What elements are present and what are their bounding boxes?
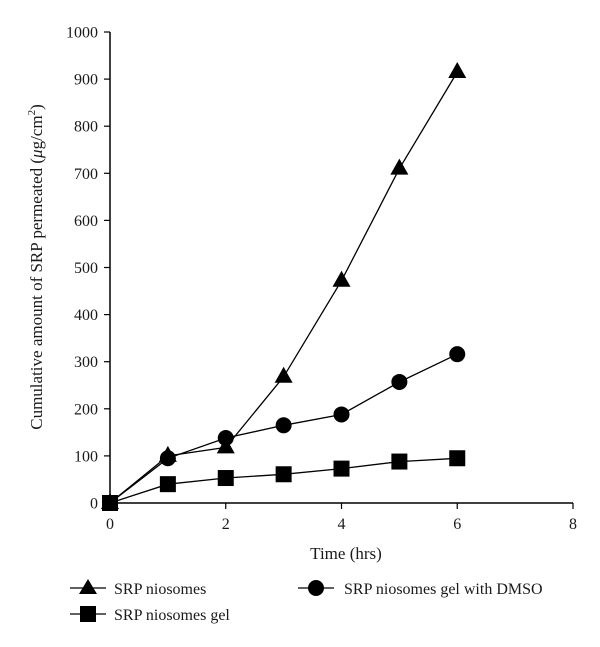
legend-label-srp-niosomes-gel-dmso: SRP niosomes gel with DMSO (344, 581, 543, 598)
data-point-circle (333, 406, 350, 423)
y-axis-label-mu: μ (27, 149, 46, 159)
data-point-square (217, 470, 234, 487)
legend-item-srp-niosomes-gel-dmso: SRP niosomes gel with DMSO (298, 580, 543, 598)
legend-circle-marker (308, 580, 324, 596)
legend-item-srp-niosomes: SRP niosomes (70, 579, 206, 598)
axes (109, 32, 573, 504)
data-point-triangle (390, 158, 409, 175)
data-point-square (449, 450, 466, 467)
legend-item-srp-niosomes-gel: SRP niosomes gel (70, 606, 230, 624)
y-ticks: 0 100 200 300 400 500 600 700 800 900 1000 (66, 25, 110, 513)
x-ticks: 0 2 4 6 8 (106, 503, 577, 533)
y-tick-label: 0 (90, 496, 98, 513)
y-tick-label: 500 (74, 260, 98, 277)
data-point-square (333, 460, 350, 477)
series-group (101, 62, 467, 511)
y-tick-label: 400 (74, 307, 98, 324)
legend-square-marker (80, 606, 96, 622)
x-axis-label: Time (hrs) (310, 544, 382, 563)
data-point-triangle (332, 270, 351, 287)
y-axis-label-close: ) (27, 104, 46, 110)
y-tick-label: 700 (74, 166, 98, 183)
legend: SRP niosomes SRP niosomes gel SRP niosom… (70, 579, 543, 624)
x-tick-label: 8 (569, 516, 577, 533)
legend-label-srp-niosomes-gel: SRP niosomes gel (114, 607, 230, 624)
data-point-square (275, 466, 292, 483)
data-point-circle (217, 430, 234, 447)
legend-label-srp-niosomes: SRP niosomes (114, 581, 206, 598)
legend-triangle-marker (79, 579, 97, 594)
y-tick-label: 300 (74, 354, 98, 371)
x-tick-label: 6 (453, 516, 461, 533)
y-tick-label: 800 (74, 119, 98, 136)
y-tick-label: 1000 (66, 25, 98, 42)
y-axis-label-superscript: 2 (26, 110, 38, 116)
data-point-circle (159, 450, 176, 467)
series-triangle (101, 62, 467, 509)
data-point-triangle (274, 366, 293, 383)
y-axis-label: Cumulative amount of SRP permeated (μg/c… (26, 104, 46, 430)
x-tick-label: 2 (222, 516, 230, 533)
data-point-square (391, 453, 408, 470)
data-point-circle (449, 346, 466, 363)
y-axis-label-unit: g/cm (27, 115, 46, 149)
data-point-triangle (448, 62, 467, 79)
data-point-circle (275, 417, 292, 434)
series-square (102, 450, 466, 511)
x-tick-label: 4 (338, 516, 346, 533)
y-tick-label: 200 (74, 401, 98, 418)
y-tick-label: 900 (74, 72, 98, 89)
y-tick-label: 600 (74, 213, 98, 230)
series-line (109, 71, 458, 504)
y-tick-label: 100 (74, 448, 98, 465)
x-tick-label: 0 (106, 516, 114, 533)
data-point-square (159, 476, 176, 493)
y-axis-label-main: Cumulative amount of SRP permeated ( (27, 158, 46, 430)
data-point-circle (391, 373, 408, 390)
data-point-square (102, 495, 118, 511)
